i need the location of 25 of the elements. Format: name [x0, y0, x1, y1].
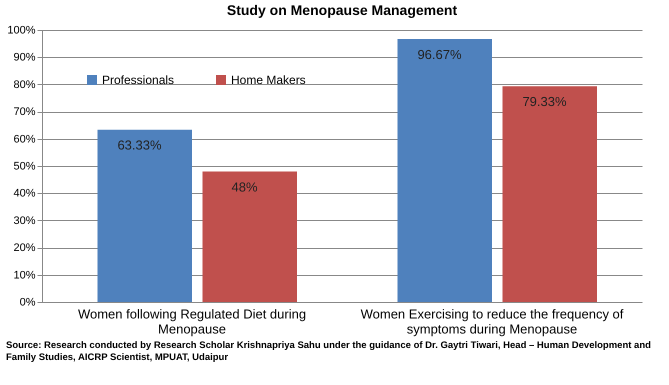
y-tick-label: 30% [13, 214, 36, 227]
chart-title: Study on Menopause Management [226, 2, 458, 18]
legend-label: Home Makers [231, 73, 306, 87]
y-tick-label: 70% [13, 106, 36, 118]
bar [502, 86, 597, 302]
bar [202, 171, 297, 302]
data-label: 79.33% [522, 94, 567, 110]
bar [398, 39, 492, 302]
data-label: 96.67% [417, 47, 462, 62]
source-note: Source: Research conducted by Research Scholar Krishnapriya Sahu under the guidance of Dr. Gaytri Tiwari, Head – Human Development and Family Studies, AICRP Scientist, MPUAT, Udaipur [6, 340, 652, 364]
y-tick-label: 80% [13, 78, 36, 91]
y-tick-label: 100% [7, 24, 36, 36]
y-tick-label: 90% [13, 52, 36, 64]
data-label: 63.33% [117, 138, 162, 153]
y-tick-label: 60% [13, 133, 36, 146]
y-tick-label: 0% [20, 296, 36, 308]
data-label: 48% [231, 179, 258, 194]
x-tick-label: Women following Regulated Diet during Menopause [78, 306, 306, 336]
legend-label: Professionals [102, 73, 174, 87]
y-tick-label: 10% [13, 269, 36, 282]
bar [98, 130, 192, 302]
y-tick-label: 50% [13, 160, 36, 172]
y-tick-label: 20% [13, 242, 36, 254]
y-tick-label: 40% [13, 188, 36, 200]
x-tick-label: Women Exercising to reduce the frequency of symptoms during Menopause [360, 306, 624, 336]
